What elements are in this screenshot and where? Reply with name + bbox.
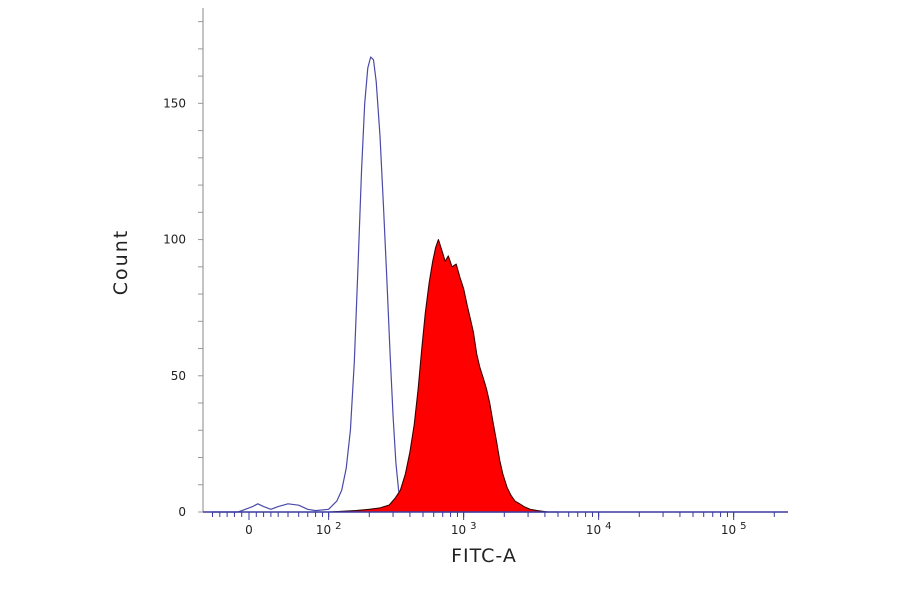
x-tick-label: 10 2 (316, 521, 342, 537)
x-tick-label: 10 3 (451, 521, 477, 537)
y-minor-ticks (198, 21, 203, 513)
y-tick-label: 100 (163, 233, 186, 247)
chart-marks (212, 56, 558, 513)
x-tick-label: 10 4 (586, 521, 612, 537)
x-axis-title: FITC-A (451, 545, 517, 567)
x-minor-ticks (212, 512, 775, 517)
y-tick-labels: 0 50 100 150 (163, 96, 186, 519)
x-tick-label: 0 (245, 523, 253, 537)
x-tick-label: 10 5 (721, 521, 747, 537)
histogram-series-outline (212, 56, 558, 513)
y-tick-label: 150 (163, 96, 186, 110)
histogram-series-filled (328, 239, 549, 513)
y-tick-label: 50 (171, 369, 186, 383)
x-tick-labels: 0 10 2 10 3 10 4 10 5 (245, 512, 746, 537)
y-tick-label: 0 (178, 505, 186, 519)
y-axis-title: Count (110, 229, 132, 295)
